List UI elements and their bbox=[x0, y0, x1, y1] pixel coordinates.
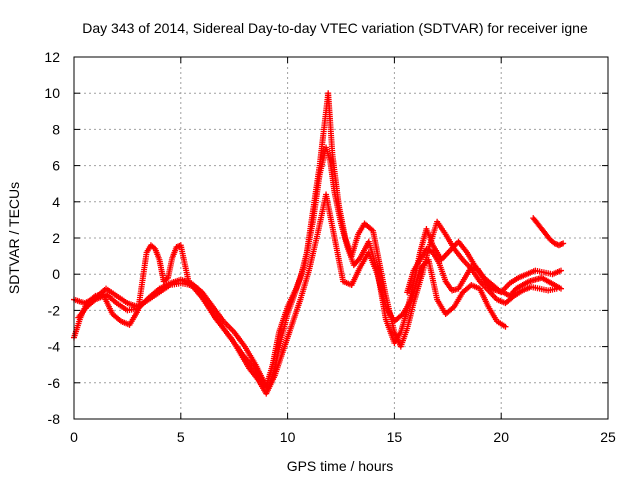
y-tick-label: 2 bbox=[52, 230, 60, 246]
y-axis-label: SDTVAR / TECUs bbox=[6, 182, 22, 294]
chart-title: Day 343 of 2014, Sidereal Day-to-day VTE… bbox=[82, 20, 588, 36]
data-point bbox=[560, 240, 567, 247]
x-tick-label: 5 bbox=[177, 429, 185, 445]
y-tick-label: 10 bbox=[44, 85, 60, 101]
x-tick-label: 15 bbox=[387, 429, 403, 445]
x-tick-label: 20 bbox=[493, 429, 509, 445]
y-tick-label: 12 bbox=[44, 49, 60, 65]
x-tick-label: 0 bbox=[70, 429, 78, 445]
y-tick-label: -4 bbox=[48, 339, 61, 355]
series-track-4 bbox=[404, 245, 565, 299]
data-point bbox=[502, 323, 509, 330]
y-tick-label: 6 bbox=[52, 158, 60, 174]
x-tick-label: 10 bbox=[280, 429, 296, 445]
data-points bbox=[71, 90, 567, 397]
data-point bbox=[558, 267, 565, 274]
y-tick-label: -6 bbox=[48, 375, 61, 391]
y-tick-label: 0 bbox=[52, 266, 60, 282]
y-tick-label: 4 bbox=[52, 194, 60, 210]
y-tick-label: -8 bbox=[48, 411, 61, 427]
x-axis-label: GPS time / hours bbox=[287, 458, 394, 474]
plot-frame bbox=[73, 56, 609, 420]
grid bbox=[74, 57, 608, 419]
series-track-5 bbox=[530, 215, 567, 249]
series-track-2 bbox=[71, 90, 560, 392]
series-track-3 bbox=[75, 191, 509, 397]
x-tick-label: 25 bbox=[600, 429, 616, 445]
y-tick-label: 8 bbox=[52, 121, 60, 137]
axes: 0 5 10 15 20 25 -8 -6 -4 -2 0 2 4 6 8 10 12 bbox=[44, 49, 616, 445]
data-point bbox=[558, 285, 565, 292]
y-tick-label: -2 bbox=[48, 302, 61, 318]
